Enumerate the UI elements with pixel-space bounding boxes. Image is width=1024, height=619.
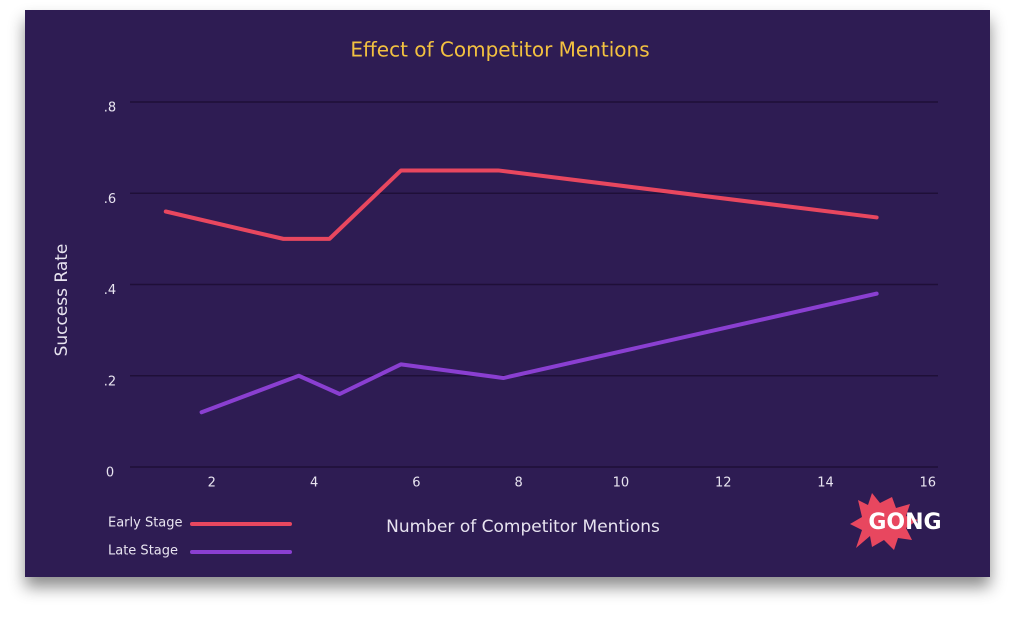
x-axis-title: Number of Competitor Mentions: [386, 517, 660, 537]
y-axis-title: Success Rate: [52, 244, 72, 357]
legend-label: Late Stage: [108, 544, 178, 559]
x-tick-label: 6: [412, 476, 420, 491]
line: [163, 168, 879, 241]
legend-label: Early Stage: [108, 516, 183, 531]
y-tick-label: .2: [104, 374, 116, 389]
x-tick-label: 10: [613, 476, 630, 491]
logo-text: GONG: [868, 510, 941, 535]
x-tick-label: 12: [715, 476, 732, 491]
y-tick-label: .4: [104, 283, 116, 298]
x-tick-label: 8: [515, 476, 523, 491]
logo-burst: [850, 493, 918, 550]
y-tick-label: 0: [106, 466, 114, 481]
x-tick-label: 16: [919, 476, 936, 491]
y-tick-label: .8: [104, 101, 116, 116]
y-tick-label: .6: [104, 192, 116, 207]
x-tick-label: 4: [310, 476, 318, 491]
chart-title: Effect of Competitor Mentions: [350, 38, 649, 62]
line: [199, 291, 879, 415]
logo: GONG: [850, 493, 942, 550]
x-tick-label: 2: [208, 476, 216, 491]
x-tick-label: 14: [817, 476, 834, 491]
card: [25, 10, 990, 577]
